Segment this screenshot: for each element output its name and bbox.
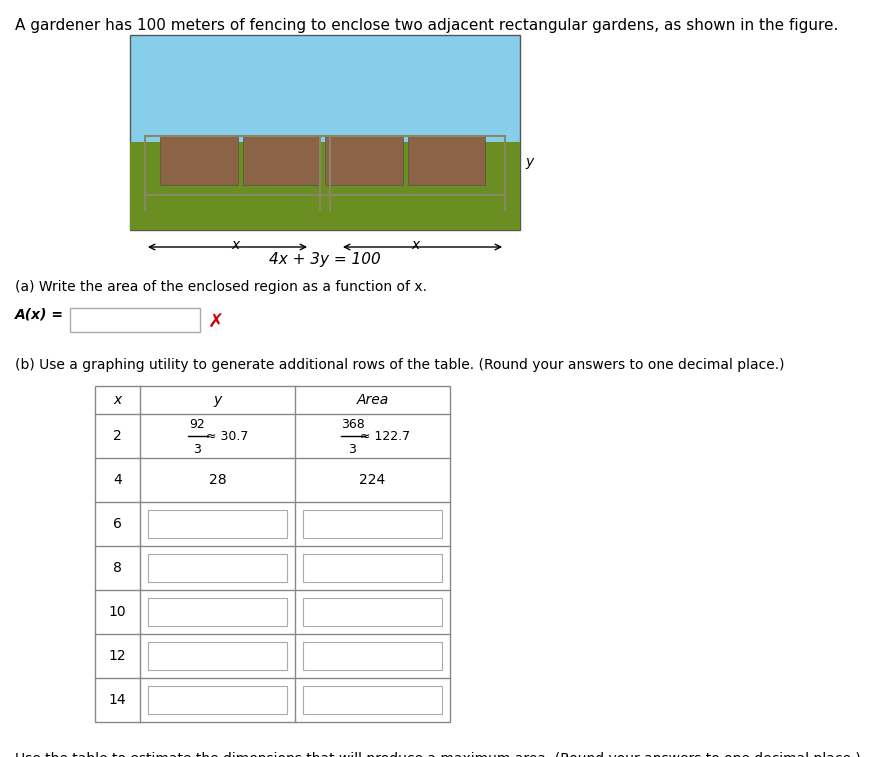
Text: A(x) =: A(x) = [15, 308, 64, 322]
FancyBboxPatch shape [148, 554, 287, 582]
Text: 12: 12 [109, 649, 126, 663]
FancyBboxPatch shape [95, 386, 450, 722]
Text: x: x [231, 238, 239, 252]
FancyBboxPatch shape [160, 136, 238, 185]
FancyBboxPatch shape [303, 642, 442, 670]
Text: 28: 28 [209, 473, 226, 487]
FancyBboxPatch shape [408, 136, 485, 185]
Text: y: y [213, 393, 222, 407]
FancyBboxPatch shape [303, 554, 442, 582]
FancyBboxPatch shape [130, 142, 520, 230]
FancyBboxPatch shape [303, 598, 442, 626]
Text: 224: 224 [360, 473, 386, 487]
FancyBboxPatch shape [130, 35, 520, 230]
Text: 3: 3 [194, 443, 202, 456]
Text: 6: 6 [113, 517, 122, 531]
Text: ≈ 30.7: ≈ 30.7 [206, 429, 249, 443]
Text: 4: 4 [113, 473, 122, 487]
FancyBboxPatch shape [148, 686, 287, 714]
FancyBboxPatch shape [148, 598, 287, 626]
Text: 4x + 3y = 100: 4x + 3y = 100 [269, 252, 381, 267]
FancyBboxPatch shape [70, 308, 200, 332]
Text: Use the table to estimate the dimensions that will produce a maximum area. (Roun: Use the table to estimate the dimensions… [15, 752, 860, 757]
Text: (b) Use a graphing utility to generate additional rows of the table. (Round your: (b) Use a graphing utility to generate a… [15, 358, 785, 372]
FancyBboxPatch shape [148, 510, 287, 538]
FancyBboxPatch shape [325, 136, 403, 185]
Text: x: x [113, 393, 122, 407]
FancyBboxPatch shape [303, 686, 442, 714]
Text: ✗: ✗ [208, 313, 225, 332]
FancyBboxPatch shape [148, 642, 287, 670]
Text: 14: 14 [109, 693, 126, 707]
Text: 92: 92 [189, 418, 205, 431]
FancyBboxPatch shape [303, 510, 442, 538]
Text: 368: 368 [340, 418, 364, 431]
Text: y: y [525, 154, 533, 169]
Text: Area: Area [356, 393, 389, 407]
Text: 2: 2 [113, 429, 122, 443]
FancyBboxPatch shape [243, 136, 320, 185]
Text: x: x [411, 238, 419, 252]
Text: ≈ 122.7: ≈ 122.7 [360, 429, 410, 443]
Text: 8: 8 [113, 561, 122, 575]
Text: (a) Write the area of the enclosed region as a function of x.: (a) Write the area of the enclosed regio… [15, 280, 427, 294]
Text: 10: 10 [109, 605, 126, 619]
Text: A gardener has 100 meters of fencing to enclose two adjacent rectangular gardens: A gardener has 100 meters of fencing to … [15, 18, 838, 33]
Text: 3: 3 [348, 443, 356, 456]
